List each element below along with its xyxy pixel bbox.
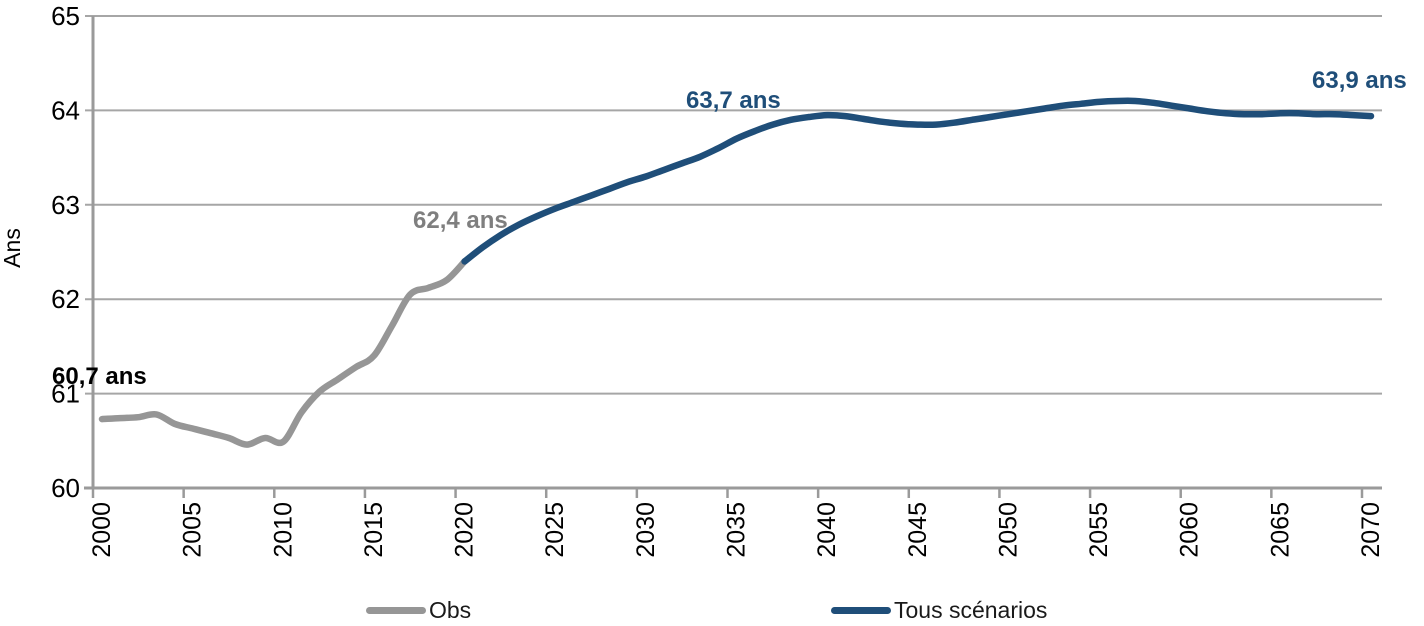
x-axis-tick-label: 2015 bbox=[360, 502, 388, 558]
series-line-obs bbox=[98, 258, 468, 448]
tous-scenarios-line-swatch-icon bbox=[831, 606, 891, 614]
obs-line-swatch-icon bbox=[366, 606, 426, 614]
annotation-label: 63,9 ans bbox=[1312, 67, 1407, 94]
y-axis-tick-label: 64 bbox=[51, 95, 80, 125]
x-axis-tick-label: 2055 bbox=[1085, 502, 1113, 558]
y-axis-tick-label: 61 bbox=[51, 379, 80, 409]
x-axis-tick-label: 2005 bbox=[179, 502, 207, 558]
x-axis-tick-label: 2000 bbox=[88, 502, 116, 558]
legend-item-tous-scenarios: Tous scénarios bbox=[831, 597, 1047, 623]
x-axis-tick-label: 2020 bbox=[451, 502, 479, 558]
y-axis-title: Ans bbox=[0, 228, 25, 268]
y-axis-tick-label: 62 bbox=[51, 284, 80, 314]
x-axis-tick-label: 2010 bbox=[269, 502, 297, 558]
series-line-tous-sc-narios bbox=[461, 97, 1375, 265]
x-axis-tick-label: 2065 bbox=[1266, 502, 1294, 558]
chart-legend: Obs Tous scénarios bbox=[0, 597, 1424, 625]
x-axis-tick-label: 2025 bbox=[541, 502, 569, 558]
y-axis-tick-label: 63 bbox=[51, 190, 80, 220]
annotation-label: 60,7 ans bbox=[52, 363, 147, 390]
annotation-label: 62,4 ans bbox=[413, 207, 508, 234]
legend-item-obs: Obs bbox=[366, 597, 471, 623]
annotation-label: 63,7 ans bbox=[686, 87, 781, 114]
y-axis-tick-label: 60 bbox=[51, 473, 80, 503]
x-axis-tick-label: 2045 bbox=[904, 502, 932, 558]
x-axis-tick-label: 2060 bbox=[1176, 502, 1204, 558]
x-axis-tick-label: 2050 bbox=[994, 502, 1022, 558]
x-axis-tick-label: 2030 bbox=[632, 502, 660, 558]
x-axis-tick-label: 2070 bbox=[1357, 502, 1385, 558]
x-axis-tick-label: 2040 bbox=[813, 502, 841, 558]
x-axis-tick-label: 2035 bbox=[723, 502, 751, 558]
legend-label-tous-scenarios: Tous scénarios bbox=[894, 597, 1048, 623]
y-axis-tick-label: 65 bbox=[51, 1, 80, 31]
legend-label-obs: Obs bbox=[429, 597, 472, 623]
